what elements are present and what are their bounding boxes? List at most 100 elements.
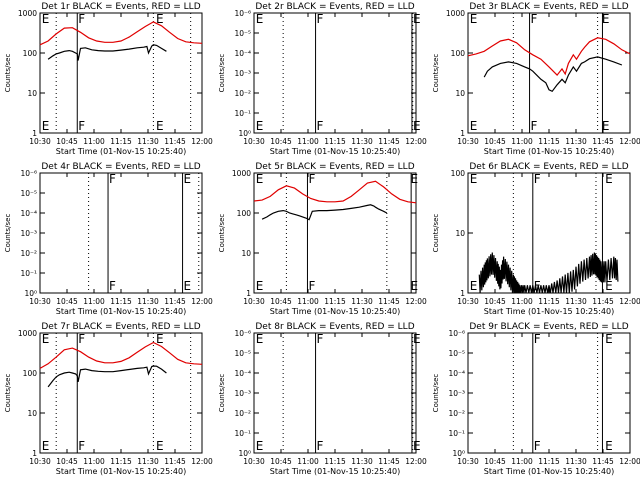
x-axis-label: Start Time (01-Nov-15 10:25:40): [56, 307, 186, 316]
y-tick-label: 10⁻³: [20, 229, 37, 238]
x-axis-label: Start Time (01-Nov-15 10:25:40): [56, 467, 186, 476]
x-tick-label: 11:45: [164, 137, 186, 146]
x-tick-label: 11:45: [164, 297, 186, 306]
plot-frame: [253, 332, 417, 454]
marker-label-flare: F: [109, 172, 116, 186]
x-axis-label: Start Time (01-Nov-15 10:25:40): [270, 147, 400, 156]
marker-label-eclipse: E: [602, 12, 610, 26]
y-tick-label: 10⁻⁵: [448, 349, 465, 358]
marker-label-flare: F: [317, 439, 324, 453]
x-tick-label: 12:00: [619, 297, 640, 306]
marker-label-flare: F: [531, 119, 538, 133]
x-tick-label: 12:00: [405, 457, 427, 466]
panel-det-7: Det 7r BLACK = Events, RED = LLD Counts/s…: [4, 322, 213, 476]
plot-frame: [253, 12, 417, 134]
marker-label-eclipse: E: [605, 279, 613, 293]
panel-title: Det 5r BLACK = Events, RED = LLD: [255, 162, 414, 172]
marker-label-flare: F: [317, 12, 324, 26]
lld-series-line: [467, 37, 631, 77]
y-axis-label: Counts/sec: [4, 374, 12, 413]
panel-title: Det 8r BLACK = Events, RED = LLD: [255, 322, 414, 332]
y-tick-label: 10⁻²: [234, 89, 251, 98]
x-tick-label: 11:45: [592, 137, 614, 146]
panel-title: Det 4r BLACK = Events, RED = LLD: [41, 162, 200, 172]
x-tick-label: 11:30: [137, 457, 159, 466]
panel-det-6: Det 6r BLACK = Events, RED = LLD Counts/s…: [432, 162, 640, 316]
plot-frame: [467, 172, 631, 294]
y-tick-label: 10⁻⁶: [20, 169, 37, 178]
marker-label-eclipse: E: [470, 279, 478, 293]
marker-label-eclipse: E: [470, 119, 478, 133]
y-tick-label: 10⁻¹: [234, 109, 251, 118]
y-tick-label: 1: [32, 129, 37, 138]
marker-label-flare: F: [308, 279, 315, 293]
x-axis-label: Start Time (01-Nov-15 10:25:40): [484, 467, 614, 476]
y-tick-label: 10⁻⁵: [20, 189, 37, 198]
marker-label-eclipse: E: [156, 332, 164, 346]
x-tick-label: 11:15: [324, 457, 346, 466]
marker-label-eclipse: E: [256, 332, 264, 346]
y-tick-label: 10⁻¹: [234, 429, 251, 438]
events-series-line: [47, 365, 167, 388]
x-tick-label: 10:45: [56, 137, 78, 146]
plot-frame: [39, 172, 203, 294]
y-tick-label: 10⁻⁶: [234, 9, 251, 18]
marker-label-eclipse: E: [470, 172, 478, 186]
x-tick-label: 10:30: [29, 137, 51, 146]
x-tick-label: 10:45: [270, 137, 292, 146]
x-tick-label: 11:00: [83, 137, 105, 146]
y-tick-label: 10⁻⁶: [448, 329, 465, 338]
x-tick-label: 11:00: [511, 297, 533, 306]
x-axis-label: Start Time (01-Nov-15 10:25:40): [56, 147, 186, 156]
events-series-line: [261, 204, 388, 221]
y-tick-label: 10⁻³: [234, 389, 251, 398]
y-tick-label: 10⁰: [238, 449, 251, 458]
x-tick-label: 10:45: [270, 457, 292, 466]
y-tick-label: 100: [237, 209, 252, 218]
x-tick-label: 11:45: [378, 457, 400, 466]
marker-label-eclipse: E: [605, 332, 613, 346]
x-tick-label: 12:00: [191, 457, 213, 466]
y-tick-label: 10⁻¹: [448, 429, 465, 438]
y-tick-label: 100: [23, 369, 38, 378]
x-tick-label: 11:30: [565, 457, 587, 466]
x-tick-label: 10:45: [484, 137, 506, 146]
x-tick-label: 12:00: [191, 137, 213, 146]
x-tick-label: 10:45: [56, 457, 78, 466]
marker-label-eclipse: E: [413, 119, 421, 133]
x-tick-label: 11:15: [324, 137, 346, 146]
panel-det-3: Det 3r BLACK = Events, RED = LLD Counts/s…: [432, 2, 640, 156]
x-tick-label: 12:00: [405, 137, 427, 146]
y-tick-label: 10⁻³: [448, 389, 465, 398]
x-tick-label: 11:00: [83, 297, 105, 306]
x-tick-label: 10:45: [56, 297, 78, 306]
marker-label-flare: F: [534, 172, 541, 186]
y-tick-label: 10⁰: [24, 289, 37, 298]
marker-label-eclipse: E: [156, 439, 164, 453]
x-tick-label: 11:00: [297, 457, 319, 466]
y-axis-label: Counts/sec: [4, 54, 12, 93]
marker-label-eclipse: E: [413, 439, 421, 453]
x-tick-label: 12:00: [405, 297, 427, 306]
marker-label-eclipse: E: [411, 172, 419, 186]
marker-label-eclipse: E: [605, 172, 613, 186]
y-axis-label: Counts/sec: [218, 214, 226, 253]
lld-series-line: [39, 341, 203, 369]
x-tick-label: 11:15: [538, 137, 560, 146]
marker-label-flare: F: [534, 439, 541, 453]
panel-det-4: Det 4r BLACK = Events, RED = LLD Counts/s…: [4, 162, 213, 316]
x-tick-label: 10:30: [243, 297, 265, 306]
y-tick-label: 10: [27, 89, 37, 98]
y-tick-label: 10⁻²: [20, 249, 37, 258]
y-tick-label: 1000: [446, 9, 465, 18]
x-tick-label: 10:30: [243, 137, 265, 146]
x-tick-label: 12:00: [191, 297, 213, 306]
x-tick-label: 11:45: [378, 297, 400, 306]
panel-det-5: Det 5r BLACK = Events, RED = LLD Counts/s…: [218, 162, 427, 316]
marker-label-eclipse: E: [413, 12, 421, 26]
marker-label-eclipse: E: [602, 119, 610, 133]
marker-label-flare: F: [534, 332, 541, 346]
y-tick-label: 10⁻⁵: [234, 349, 251, 358]
marker-label-eclipse: E: [42, 119, 50, 133]
panel-title: Det 2r BLACK = Events, RED = LLD: [255, 2, 414, 12]
